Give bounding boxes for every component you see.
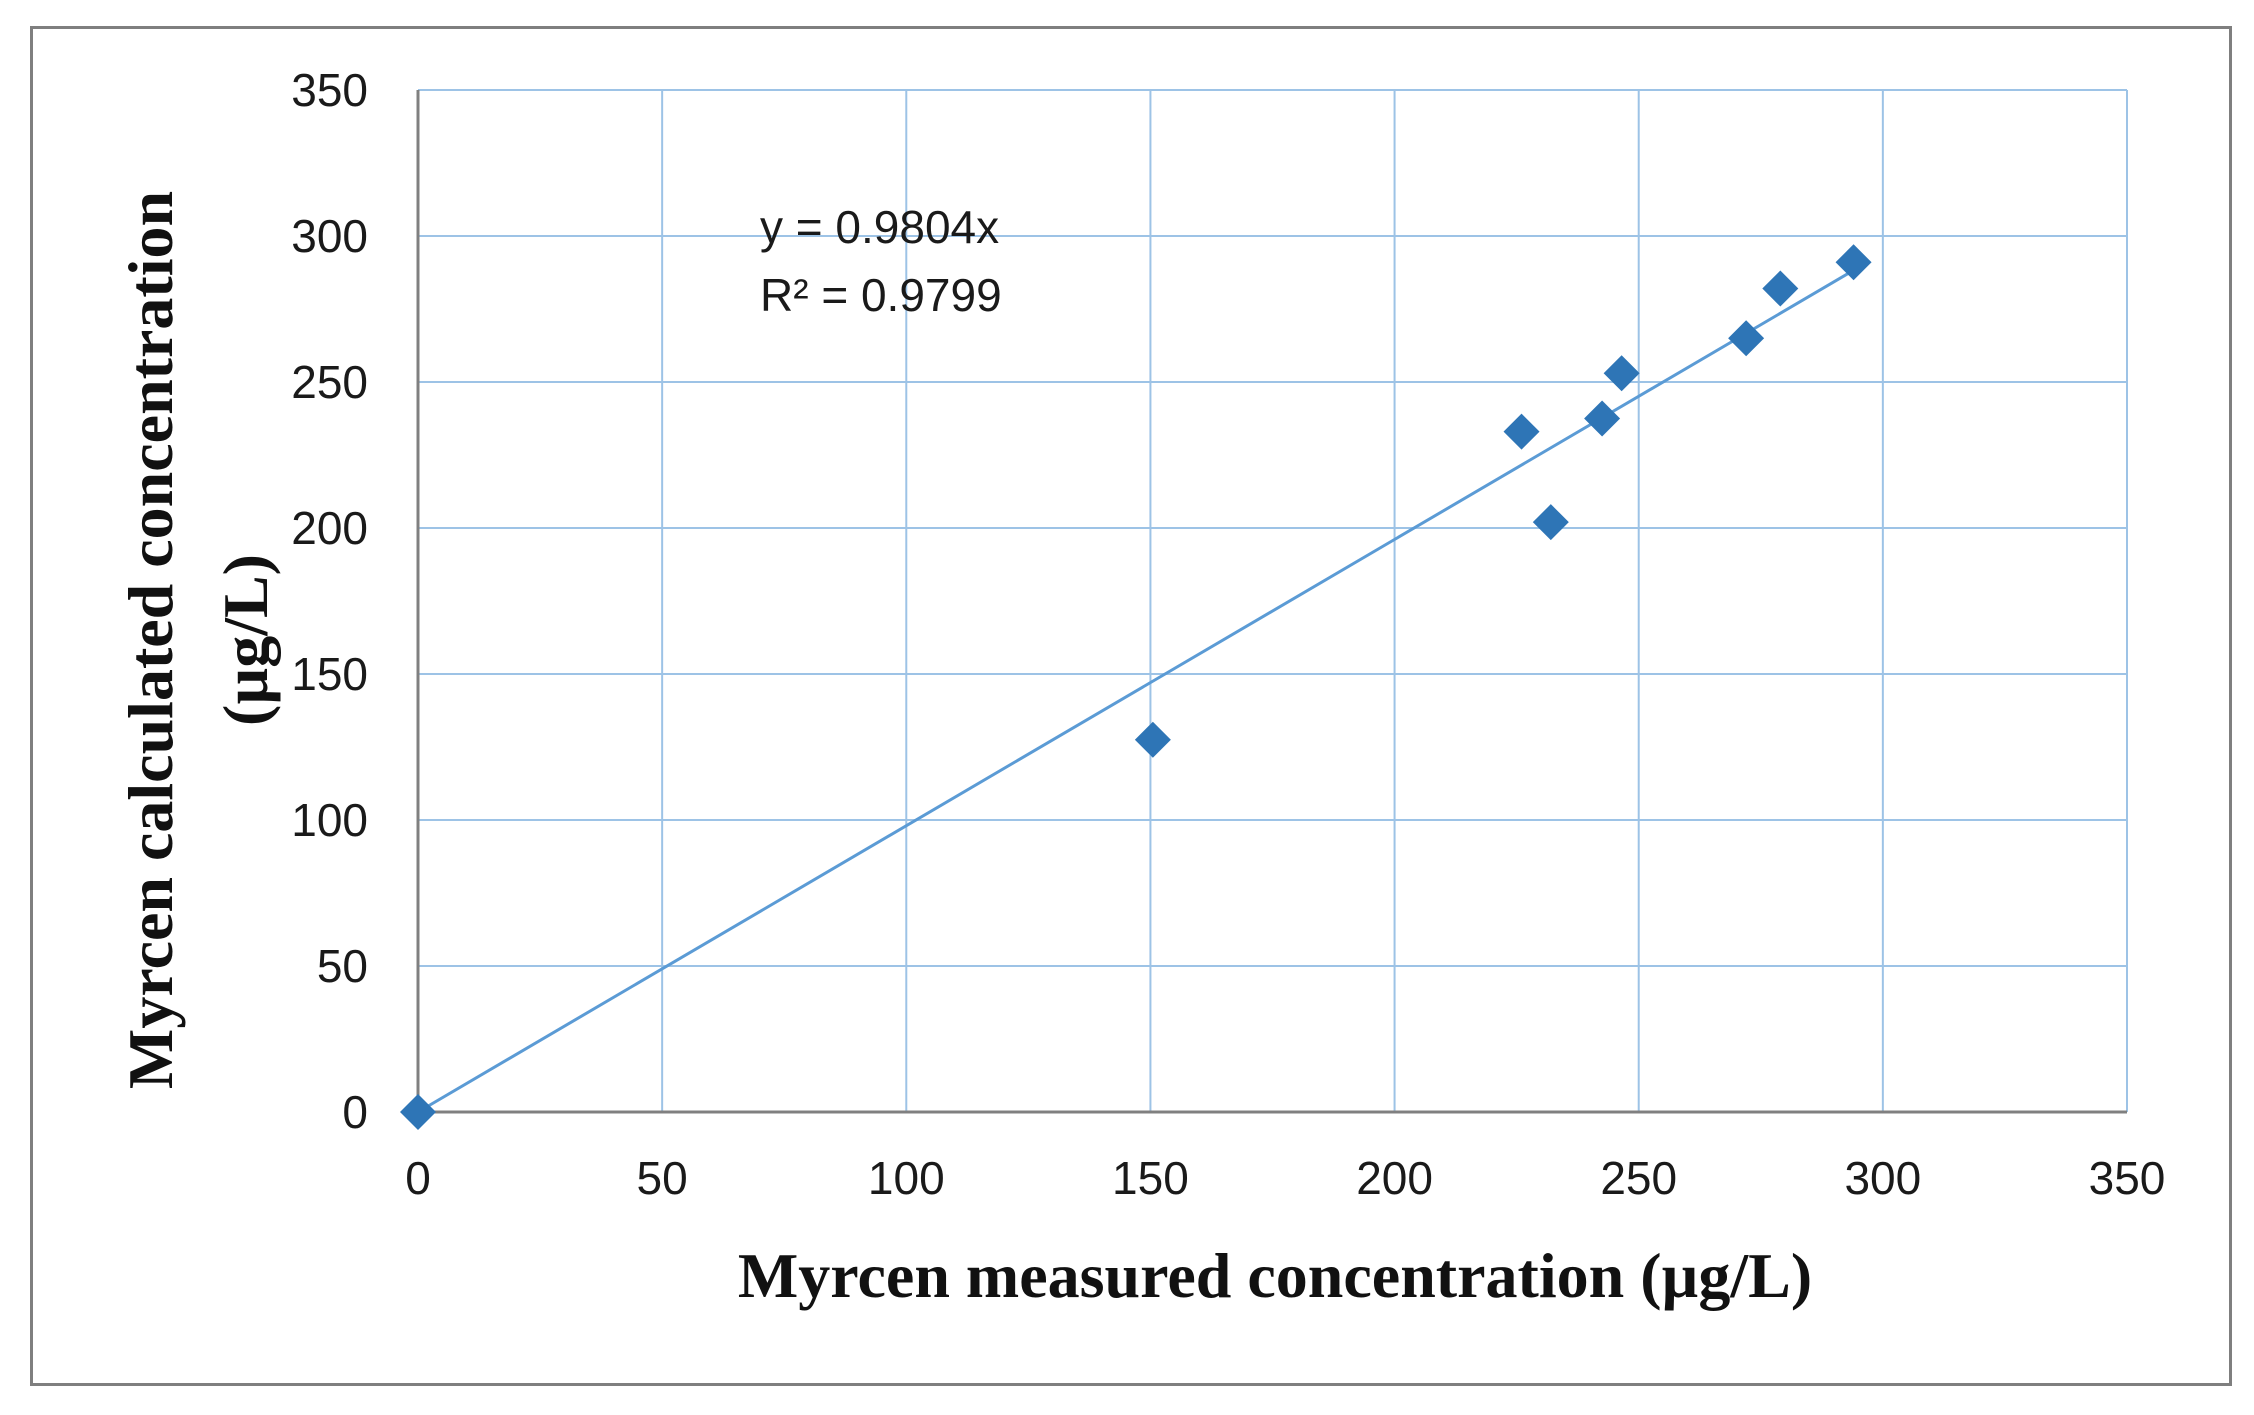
y-tick-label-1: 50 <box>317 940 368 992</box>
x-tick-label-3: 150 <box>1112 1152 1189 1204</box>
x-tick-label-7: 350 <box>2089 1152 2166 1204</box>
data-point-8 <box>1835 244 1872 281</box>
data-point-1 <box>1134 721 1171 758</box>
y-tick-label-4: 200 <box>291 502 368 554</box>
x-tick-labels: 0 50 100 150 200 250 300 350 <box>405 1152 2165 1204</box>
axes <box>416 90 2127 1114</box>
data-point-3 <box>1532 504 1569 541</box>
trendline-r-squared: R² = 0.9799 <box>760 269 1002 321</box>
y-axis-title: Myrcen calculated concentration (µg/L) <box>115 191 281 1089</box>
x-tick-label-2: 100 <box>868 1152 945 1204</box>
y-axis-title-line-1: Myrcen calculated concentration <box>115 191 186 1089</box>
x-axis-title: Myrcen measured concentration (µg/L) <box>738 1240 1812 1311</box>
data-point-5 <box>1603 355 1640 392</box>
y-tick-label-7: 350 <box>291 64 368 116</box>
data-point-6 <box>1728 320 1765 357</box>
x-tick-label-6: 300 <box>1844 1152 1921 1204</box>
y-tick-label-2: 100 <box>291 794 368 846</box>
y-tick-label-6: 300 <box>291 210 368 262</box>
x-tick-label-1: 50 <box>637 1152 688 1204</box>
data-point-7 <box>1762 270 1799 307</box>
data-point-4 <box>1584 400 1621 437</box>
trendline-group <box>417 269 1855 1114</box>
data-points <box>400 244 1872 1130</box>
data-point-0 <box>400 1094 436 1130</box>
x-tick-label-0: 0 <box>405 1152 431 1204</box>
data-point-2 <box>1503 413 1540 450</box>
y-tick-label-0: 0 <box>342 1086 368 1138</box>
y-tick-label-3: 150 <box>291 648 368 700</box>
y-tick-label-5: 250 <box>291 356 368 408</box>
x-tick-label-5: 250 <box>1600 1152 1677 1204</box>
trendline-equation: y = 0.9804x <box>760 201 999 253</box>
y-axis-title-line-2: (µg/L) <box>210 554 281 726</box>
chart-frame <box>30 26 2232 1386</box>
trendline <box>417 269 1855 1114</box>
y-tick-labels: 0 50 100 150 200 250 300 350 <box>291 64 368 1138</box>
x-tick-label-4: 200 <box>1356 1152 1433 1204</box>
grid <box>418 89 2128 1112</box>
